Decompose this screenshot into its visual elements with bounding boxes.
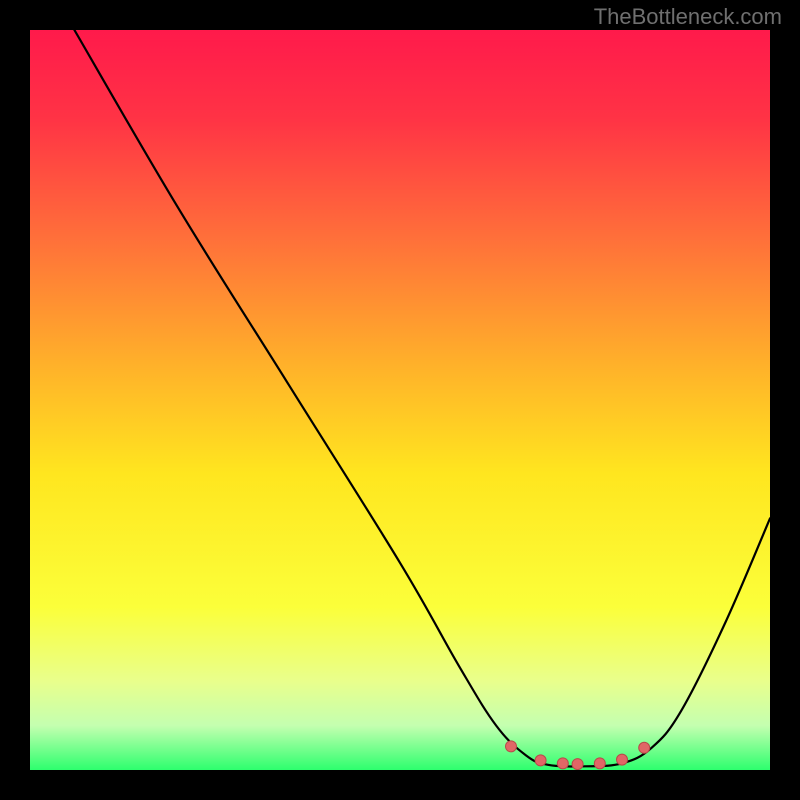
optimal-marker [557, 758, 568, 769]
watermark-text: TheBottleneck.com [594, 4, 782, 30]
optimal-marker [506, 741, 517, 752]
bottleneck-curve [74, 30, 770, 766]
optimal-marker [594, 758, 605, 769]
optimal-marker [572, 759, 583, 770]
optimal-marker [535, 755, 546, 766]
optimal-marker [617, 754, 628, 765]
plot-svg [30, 30, 770, 770]
optimal-marker [639, 742, 650, 753]
chart-stage: TheBottleneck.com [0, 0, 800, 800]
plot-area [30, 30, 770, 770]
